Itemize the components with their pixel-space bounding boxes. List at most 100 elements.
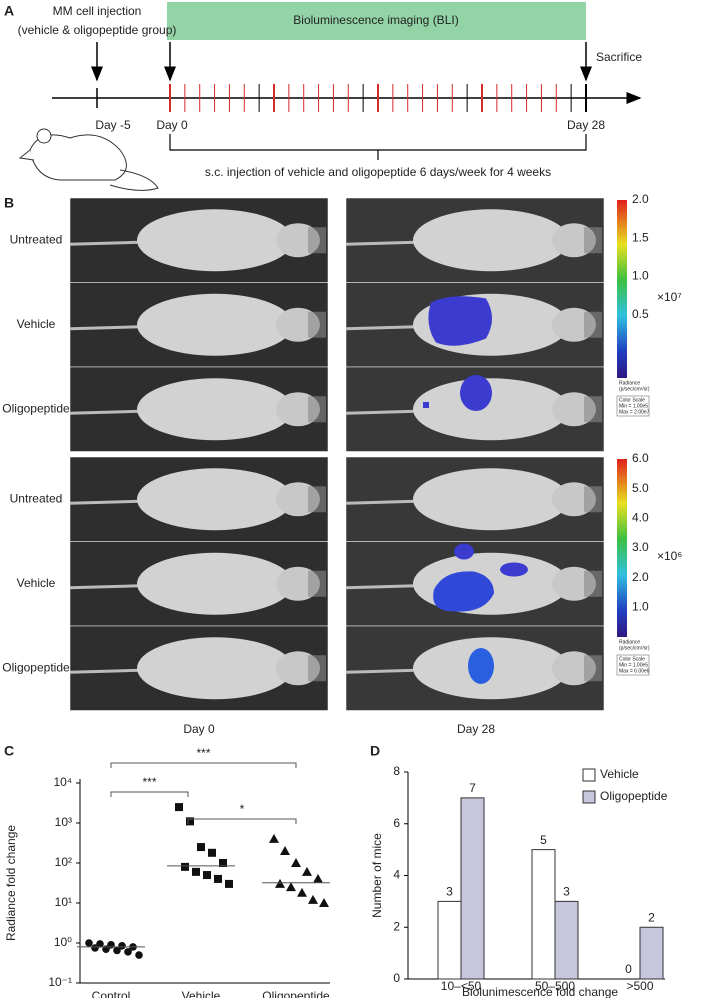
mouse-body <box>137 378 293 441</box>
colorbar-multiplier: ×10⁷ <box>657 290 682 304</box>
colorbar-label: 0.5 <box>632 307 649 321</box>
nose-cone <box>584 311 602 338</box>
signal <box>423 402 429 408</box>
color-scale-text: Max = 2.00e7 <box>619 409 650 415</box>
row-label: Oligopeptide <box>2 660 70 674</box>
signal <box>460 375 492 411</box>
color-scale-text: Color Scale <box>619 656 645 662</box>
mouse-body <box>137 209 293 272</box>
dot <box>96 940 104 948</box>
dot <box>286 882 296 892</box>
images <box>69 197 605 711</box>
value-label: 2 <box>648 910 655 924</box>
significance-label: *** <box>196 746 210 760</box>
value-label: 5 <box>540 833 547 847</box>
x-tick-label: Vehicle <box>182 989 221 998</box>
dot <box>297 887 307 897</box>
dot <box>124 948 132 956</box>
y-axis-label: Number of mice <box>370 833 384 918</box>
y-tick-label: 8 <box>393 764 400 778</box>
column-label: Day 28 <box>457 722 495 736</box>
color-scale-text: Max = 6.00e6 <box>619 668 650 674</box>
colorbar-label: 3.0 <box>632 540 649 554</box>
nose-cone <box>584 655 602 682</box>
dot <box>181 862 189 871</box>
bar <box>639 926 664 980</box>
x-tick-label: 10–<50 <box>441 979 482 993</box>
row-label: Untreated <box>10 491 63 505</box>
mouse-body <box>137 468 293 531</box>
day-ticks <box>169 84 587 112</box>
day-label: Day 28 <box>567 118 605 132</box>
x-tick-label: >500 <box>626 979 653 993</box>
dot <box>186 817 194 826</box>
mouse-tail <box>345 409 417 415</box>
dot <box>118 942 126 950</box>
mouse-tail <box>69 240 141 246</box>
dot <box>113 946 121 955</box>
mouse-tail <box>345 499 417 505</box>
treatment-label: s.c. injection of vehicle and oligopepti… <box>205 165 551 179</box>
panel-label: A <box>4 3 14 19</box>
nose-cone <box>308 570 326 597</box>
dot <box>175 803 183 812</box>
x-tick-label: Control <box>92 989 131 998</box>
dot <box>291 858 301 867</box>
row-label: Untreated <box>10 232 63 246</box>
colorbar-label: 1.0 <box>632 600 649 614</box>
dot <box>219 859 227 867</box>
legend-label: Vehicle <box>600 767 639 781</box>
mouse-icon <box>18 128 159 191</box>
treatment-bracket <box>169 134 587 160</box>
row-label: Oligopeptide <box>2 401 70 415</box>
sacrifice-label: Sacrifice <box>596 50 642 64</box>
colorbar-label: 5.0 <box>632 481 649 495</box>
y-tick-label: 10³ <box>55 815 72 829</box>
color-scale-box <box>616 395 650 417</box>
panel-label: C <box>4 743 14 759</box>
significance-label: *** <box>142 775 156 789</box>
y-tick-label: 4 <box>393 868 400 882</box>
color-scale-box <box>616 654 650 676</box>
colorbar-label: 2.0 <box>632 570 649 584</box>
dot <box>214 874 222 883</box>
significance-bracket <box>110 791 189 797</box>
colorbar-multiplier: ×10⁶ <box>657 549 682 563</box>
day-label: Day -5 <box>95 118 131 132</box>
dot <box>85 939 93 947</box>
y-tick-label: 2 <box>393 919 400 933</box>
y-tick-label: 10¹ <box>55 895 72 909</box>
mouse-tail <box>345 325 417 331</box>
mouse-body <box>137 552 293 615</box>
colorbar-unit: (p/sec/cm²/sr) <box>619 645 650 651</box>
value-label: 7 <box>469 781 476 795</box>
color-scale-text: Min = 1.00e5 <box>619 662 648 668</box>
nose-cone <box>584 227 602 254</box>
colorbar-label: 6.0 <box>632 451 649 465</box>
dot <box>302 866 312 876</box>
panel-label: D <box>370 743 380 759</box>
row-label: Vehicle <box>17 576 56 590</box>
nose-cone <box>308 311 326 338</box>
color-scale-text: Color Scale <box>619 397 645 403</box>
signal <box>454 543 474 560</box>
mouse-tail <box>69 325 141 331</box>
dot <box>275 878 285 888</box>
nose-cone <box>308 655 326 682</box>
dot <box>208 848 216 857</box>
bar <box>554 900 579 980</box>
dot <box>225 879 233 888</box>
colorbar-unit: Radiance <box>619 639 640 645</box>
dot <box>269 833 279 843</box>
colorbar <box>617 459 627 637</box>
dot <box>203 871 211 880</box>
legend-swatch <box>582 768 596 782</box>
significance-bracket <box>110 762 297 768</box>
signal <box>468 648 494 684</box>
nose-cone <box>308 227 326 254</box>
bar <box>460 797 485 980</box>
x-tick-label: Oligopeptide <box>262 989 330 998</box>
y-tick-label: 10⁴ <box>53 775 72 789</box>
colorbar-label: 2.0 <box>632 192 649 206</box>
